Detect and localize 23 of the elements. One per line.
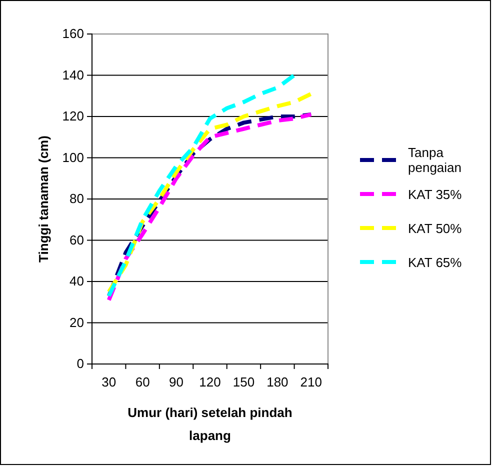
y-tick-label: 120 [62, 108, 84, 124]
x-tick-label: 120 [199, 374, 221, 390]
x-tick-label: 150 [232, 374, 255, 390]
legend-label: KAT 35% [408, 187, 462, 202]
x-tick-label: 60 [135, 374, 150, 390]
x-tick-label: 180 [266, 374, 288, 390]
y-tick-label: 160 [62, 26, 84, 42]
y-axis-title: Tinggi tanaman (cm) [36, 136, 51, 262]
line-series [106, 73, 296, 298]
y-tick-label: 60 [70, 232, 84, 248]
legend-label: KAT 50% [408, 221, 462, 236]
legend-label: KAT 65% [408, 255, 462, 270]
x-axis-title: Umur (hari) setelah pindah lapang [128, 405, 292, 443]
y-tick-label: 40 [70, 274, 84, 289]
y-tick-label: 140 [62, 67, 84, 82]
x-tick-label: 90 [169, 374, 184, 390]
y-tick-label: 80 [70, 191, 84, 206]
y-tick-label: 0 [76, 356, 84, 372]
y-tick-label: 20 [70, 314, 84, 330]
x-tick-label: 210 [300, 374, 322, 390]
x-tick-label: 30 [102, 374, 116, 390]
y-tick-label: 100 [62, 150, 84, 165]
legend-label: Tanpa pengaian [408, 145, 462, 175]
